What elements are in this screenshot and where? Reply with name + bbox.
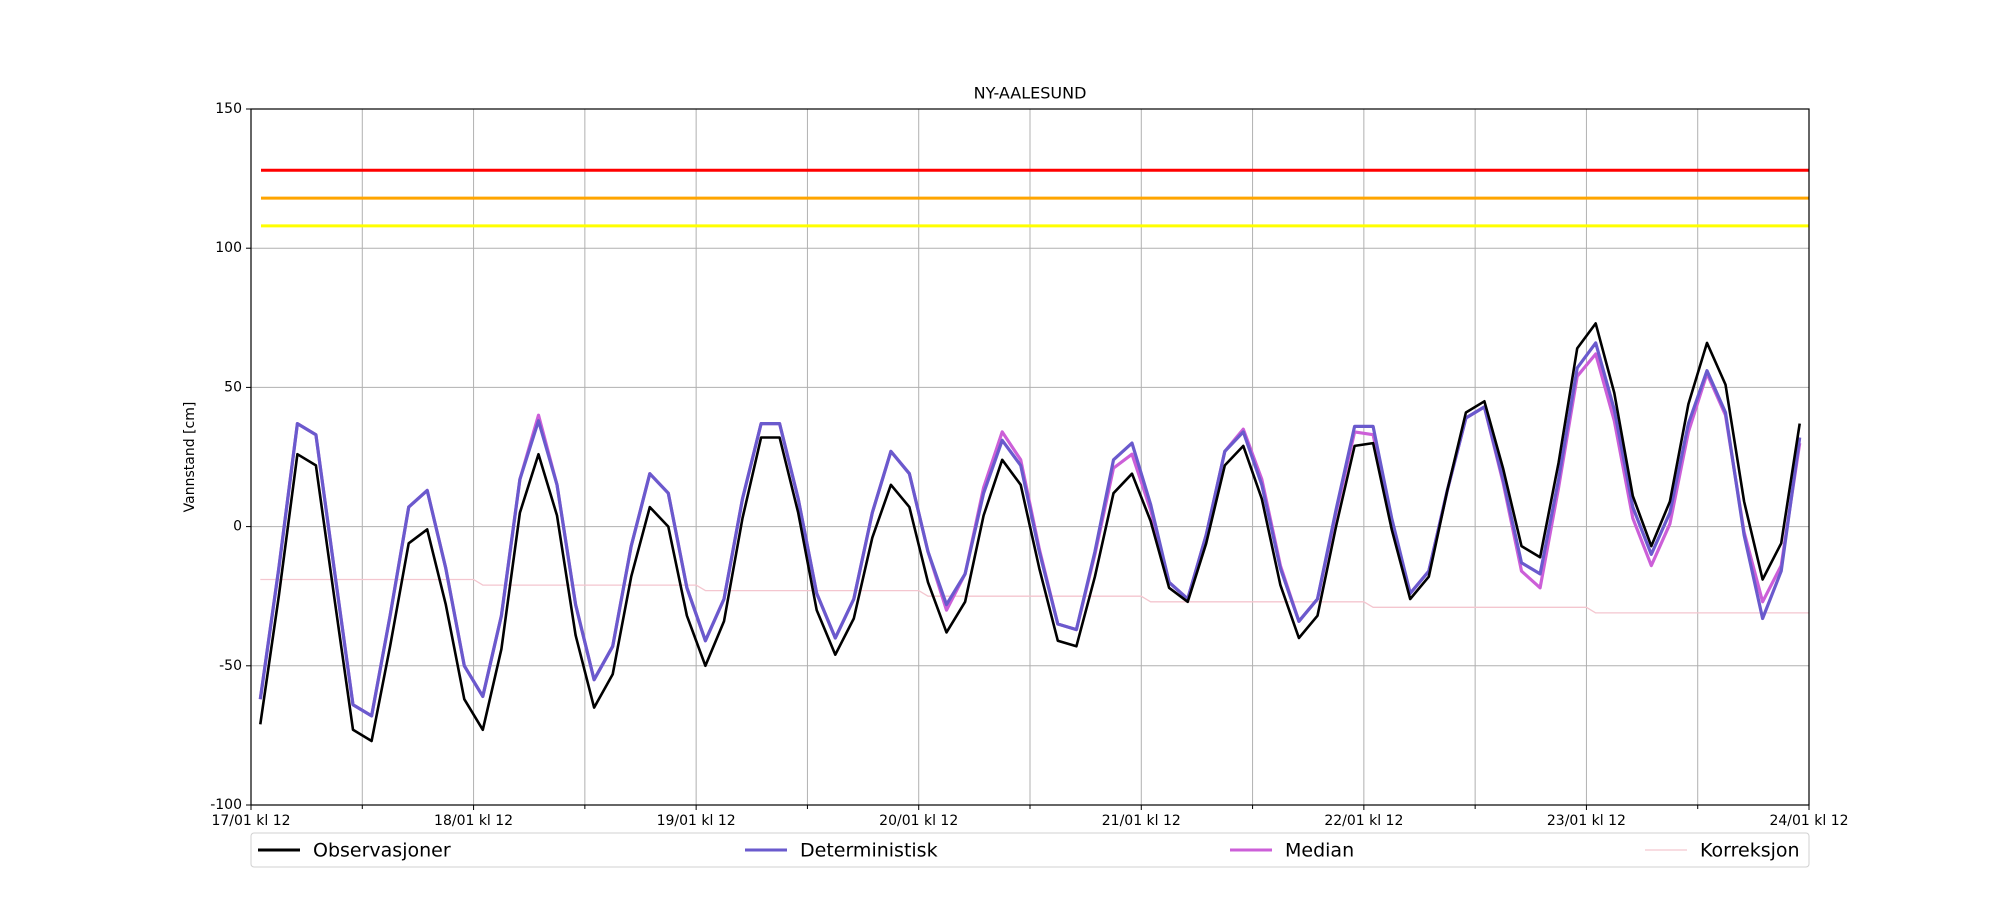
legend-text: Median [1285, 840, 1354, 862]
x-tick-label: 20/01 kl 12 [879, 813, 958, 829]
y-tick-label: -50 [219, 658, 242, 674]
series-line [258, 341, 1802, 718]
x-tick-label: 17/01 kl 12 [211, 813, 290, 829]
legend-text: Observasjoner [313, 840, 451, 862]
y-tick-label: 100 [215, 240, 242, 256]
y-tick-label: 150 [215, 101, 242, 117]
legend-text: Deterministisk [800, 840, 938, 862]
x-tick-label: 19/01 kl 12 [657, 813, 736, 829]
series-line [260, 578, 1809, 614]
x-tick-label: 18/01 kl 12 [434, 813, 513, 829]
y-tick-label: -100 [210, 797, 242, 813]
plot-frame [250, 108, 1810, 806]
legend-box [250, 832, 1810, 868]
chart-title: NY-AALESUND [974, 84, 1087, 103]
y-tick-label: 0 [233, 519, 242, 535]
legend-text: Korreksjon [1700, 840, 1800, 862]
x-tick-label: 23/01 kl 12 [1547, 813, 1626, 829]
y-axis-label: Vannstand [cm] [182, 402, 198, 513]
x-tick-label: 24/01 kl 12 [1769, 813, 1848, 829]
y-tick-label: 50 [224, 379, 242, 395]
x-tick-label: 21/01 kl 12 [1102, 813, 1181, 829]
series-line [259, 322, 1801, 743]
x-tick-label: 22/01 kl 12 [1324, 813, 1403, 829]
